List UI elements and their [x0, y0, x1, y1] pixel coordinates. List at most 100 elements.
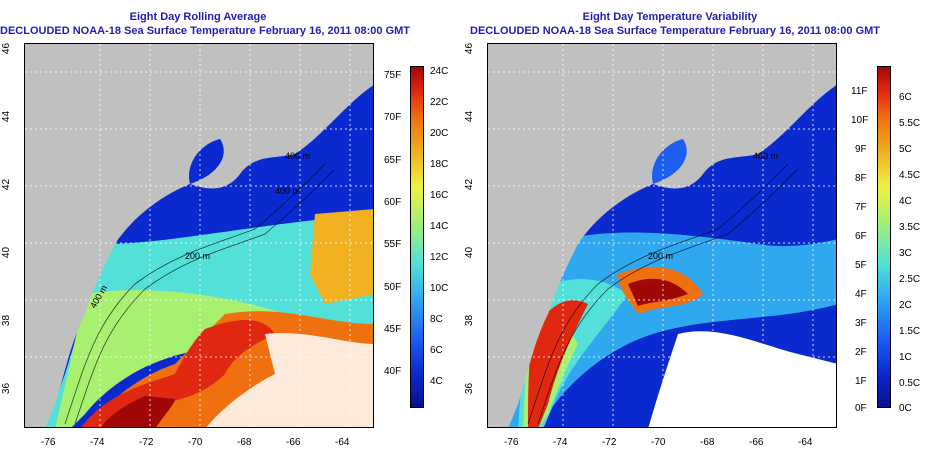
left-lon-74: -74 [90, 437, 105, 448]
right-cbar-c-4-5: 4.5C [899, 170, 921, 181]
right-contour-label-2: 200 m [648, 251, 673, 261]
left-land-mass [25, 44, 373, 427]
left-colorbar [410, 66, 424, 408]
right-cbar-f-0: 0F [855, 403, 867, 414]
right-cbar-c-1: 1C [899, 352, 912, 363]
left-cbar-f-65: 65F [384, 155, 402, 166]
left-lat-36: 36 [1, 382, 13, 395]
left-cbar-c-20: 20C [430, 128, 449, 139]
left-sst-map: 400 m 400 m 200 m 400 m [24, 43, 374, 428]
left-cbar-f-55: 55F [384, 239, 402, 250]
left-cbar-f-40: 40F [384, 366, 402, 377]
left-cbar-f-60: 60F [384, 197, 402, 208]
right-cape-cod-bay [652, 139, 687, 184]
right-lon-72: -72 [602, 437, 617, 448]
left-lat-44: 44 [1, 110, 13, 123]
left-cbar-f-50: 50F [384, 282, 402, 293]
right-cbar-c-5-5: 5.5C [899, 118, 921, 129]
right-bathymetry-contours [527, 163, 799, 425]
right-lat-36: 36 [464, 382, 476, 395]
left-cbar-c-24: 24C [430, 66, 449, 77]
right-lat-42: 42 [464, 178, 476, 191]
right-cbar-f-8: 8F [855, 173, 867, 184]
left-cbar-c-16: 16C [430, 190, 449, 201]
right-lon-76: -76 [504, 437, 519, 448]
right-cbar-c-2: 2C [899, 300, 912, 311]
right-lon-66: -66 [749, 437, 764, 448]
left-lon-70: -70 [188, 437, 203, 448]
left-cbar-c-8: 8C [430, 314, 443, 325]
left-contour-label-3: 200 m [185, 251, 210, 261]
right-cbar-f-2: 2F [855, 347, 867, 358]
left-cbar-f-70: 70F [384, 112, 402, 123]
right-lon-74: -74 [553, 437, 568, 448]
right-cbar-f-6: 6F [855, 231, 867, 242]
left-gulf-core [81, 319, 275, 427]
left-title-line1: Eight Day Rolling Average [129, 11, 267, 23]
right-cbar-c-4: 4C [899, 196, 912, 207]
left-lon-68: -68 [237, 437, 252, 448]
left-lon-72: -72 [139, 437, 154, 448]
right-cbar-f-9: 9F [855, 144, 867, 155]
left-cbar-c-6: 6C [430, 345, 443, 356]
left-lon-66: -66 [286, 437, 301, 448]
left-title-line2: DECLOUDED NOAA-18 Sea Surface Temperatur… [0, 25, 411, 37]
left-cbar-f-75: 75F [384, 70, 402, 81]
left-lon-76: -76 [41, 437, 56, 448]
left-contour-label-2: 400 m [275, 186, 300, 196]
left-lat-38: 38 [1, 314, 13, 327]
right-cbar-c-3: 3C [899, 248, 912, 259]
left-cbar-c-10: 10C [430, 283, 449, 294]
right-colorbar [877, 66, 891, 408]
right-shelf-break-front [528, 300, 588, 427]
right-land-mass [488, 44, 836, 427]
left-gulf-hot [101, 396, 175, 427]
right-grid [488, 44, 836, 427]
left-cbar-c-12: 12C [430, 252, 449, 263]
right-cbar-f-10: 10F [851, 115, 869, 126]
right-cbar-c-0: 0C [899, 403, 912, 414]
right-lat-46: 46 [464, 42, 476, 55]
right-variability-map: 400 m 200 m [487, 43, 837, 428]
right-title: Eight Day Temperature Variability DECLOU… [470, 10, 881, 38]
right-cbar-f-4: 4F [855, 289, 867, 300]
right-lat-44: 44 [464, 110, 476, 123]
right-title-line1: Eight Day Temperature Variability [582, 11, 758, 23]
left-lat-42: 42 [1, 178, 13, 191]
right-map-svg: 400 m 200 m [488, 44, 836, 427]
right-lon-64: -64 [798, 437, 813, 448]
right-lat-40: 40 [464, 246, 476, 259]
left-contour-label-1: 400 m [285, 151, 310, 161]
right-cbar-c-0-5: 0.5C [899, 378, 921, 389]
right-lon-70: -70 [651, 437, 666, 448]
right-cbar-c-5: 5C [899, 144, 912, 155]
left-cbar-f-45: 45F [384, 324, 402, 335]
right-cbar-c-6: 6C [899, 92, 912, 103]
left-cbar-c-22: 22C [430, 97, 449, 108]
right-cbar-f-5: 5F [855, 260, 867, 271]
left-cape-cod-bay [189, 139, 224, 184]
left-lat-46: 46 [1, 42, 13, 55]
right-title-line2: DECLOUDED NOAA-18 Sea Surface Temperatur… [470, 25, 881, 37]
right-cbar-c-2-5: 2.5C [899, 274, 921, 285]
right-lon-68: -68 [700, 437, 715, 448]
left-cbar-c-18: 18C [430, 159, 449, 170]
left-grid [25, 44, 373, 427]
right-cloud-mask [648, 331, 836, 427]
right-cbar-f-3: 3F [855, 318, 867, 329]
left-bathymetry-contours [64, 163, 336, 425]
right-front-core [628, 278, 688, 306]
left-warm-eddy [310, 209, 373, 304]
left-lon-64: -64 [335, 437, 350, 448]
left-map-svg: 400 m 400 m 200 m 400 m [25, 44, 373, 427]
left-lat-40: 40 [1, 246, 13, 259]
left-title: Eight Day Rolling Average DECLOUDED NOAA… [0, 10, 411, 38]
right-cbar-f-7: 7F [855, 202, 867, 213]
right-cbar-f-11: 11F [851, 86, 868, 97]
left-cbar-c-14: 14C [430, 221, 449, 232]
right-cbar-c-1-5: 1.5C [899, 326, 921, 337]
right-lat-38: 38 [464, 314, 476, 327]
left-cbar-c-4: 4C [430, 376, 443, 387]
right-cbar-f-1: 1F [855, 376, 867, 387]
right-contour-label-1: 400 m [753, 151, 778, 161]
